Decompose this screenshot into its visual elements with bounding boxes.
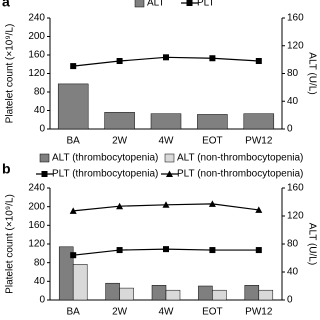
legend-swatch <box>164 153 175 163</box>
bar <box>151 285 167 301</box>
y2-tick-label: 160 <box>287 183 304 194</box>
y-tick-label: 0 <box>39 124 45 135</box>
x-tick-label: 2W <box>112 136 128 147</box>
point <box>209 55 216 62</box>
point <box>255 58 262 65</box>
x-tick-label: BA <box>67 307 81 318</box>
y2-tick-label: 40 <box>287 267 299 278</box>
legend-label: PLT (thrombocytopenia) <box>52 169 158 180</box>
y-tick-label: 240 <box>28 183 45 194</box>
legend-label: ALT <box>147 0 165 9</box>
y-tick-label: 200 <box>28 31 45 42</box>
point <box>208 200 216 207</box>
x-tick-label: 4W <box>159 307 175 318</box>
x-tick-label: PW12 <box>245 307 273 318</box>
y2-tick-label: 120 <box>287 40 304 51</box>
legend-label: PLT <box>197 0 215 9</box>
point <box>163 54 169 61</box>
y2-tick-label: 80 <box>287 239 299 250</box>
y2-axis-label: ALT (U/L) <box>306 52 317 94</box>
point <box>70 252 77 259</box>
y-tick-label: 80 <box>34 257 46 268</box>
bar <box>119 287 134 301</box>
bar <box>165 289 181 301</box>
point <box>116 58 123 65</box>
bar <box>244 285 260 301</box>
x-tick-label: 4W <box>159 136 175 147</box>
y-tick-label: 80 <box>34 87 46 98</box>
legend-swatch <box>134 0 145 8</box>
y2-tick-label: 0 <box>287 124 293 135</box>
y-tick-label: 120 <box>28 239 45 250</box>
x-tick-label: 2W <box>112 307 128 318</box>
y2-tick-label: 120 <box>287 211 304 222</box>
point <box>116 247 123 254</box>
bar <box>150 113 182 130</box>
bar <box>243 113 275 130</box>
y-tick-label: 160 <box>28 50 45 61</box>
bar <box>57 83 89 130</box>
bar <box>198 285 213 301</box>
point <box>163 246 169 253</box>
y2-tick-label: 160 <box>287 13 304 24</box>
point <box>69 207 77 214</box>
point <box>255 247 262 254</box>
y-tick-label: 120 <box>28 68 45 79</box>
point <box>116 202 124 210</box>
legend-marker <box>186 0 193 6</box>
point <box>70 63 77 70</box>
panel-label: b <box>2 161 11 177</box>
x-tick-label: PW12 <box>245 136 273 147</box>
y-tick-label: 40 <box>34 276 46 287</box>
legend-label: ALT (thrombocytopenia) <box>52 153 158 164</box>
x-tick-label: BA <box>67 136 81 147</box>
panel-label: a <box>2 0 10 10</box>
bar <box>105 282 120 301</box>
y2-tick-label: 0 <box>287 295 293 306</box>
y-tick-label: 40 <box>34 105 46 116</box>
legend-label: ALT (non-thrombocytopenia) <box>177 153 303 164</box>
y-tick-label: 200 <box>28 201 45 212</box>
y-tick-label: 240 <box>28 13 45 24</box>
x-tick-label: EOT <box>202 136 223 147</box>
y-tick-label: 160 <box>28 220 45 231</box>
y-tick-label: 0 <box>39 295 45 306</box>
legend-marker <box>41 171 48 177</box>
y2-tick-label: 40 <box>287 96 299 107</box>
bar <box>212 289 227 301</box>
y-axis-label: Platelet count (×10⁹/L) <box>5 194 16 294</box>
bar <box>72 264 88 301</box>
bar <box>197 114 228 130</box>
point <box>162 201 170 208</box>
legend-swatch <box>39 153 50 163</box>
point <box>255 206 263 213</box>
y2-axis-label: ALT (U/L) <box>306 223 317 265</box>
point <box>209 247 216 254</box>
bar <box>104 112 135 130</box>
legend-label: PLT (non-thrombocytopenia) <box>177 169 303 180</box>
y2-tick-label: 80 <box>287 68 299 79</box>
x-tick-label: EOT <box>202 307 223 318</box>
legend-marker <box>166 170 173 177</box>
y-axis-label: Platelet count (×10⁹/L) <box>5 24 16 124</box>
bar <box>258 289 274 301</box>
